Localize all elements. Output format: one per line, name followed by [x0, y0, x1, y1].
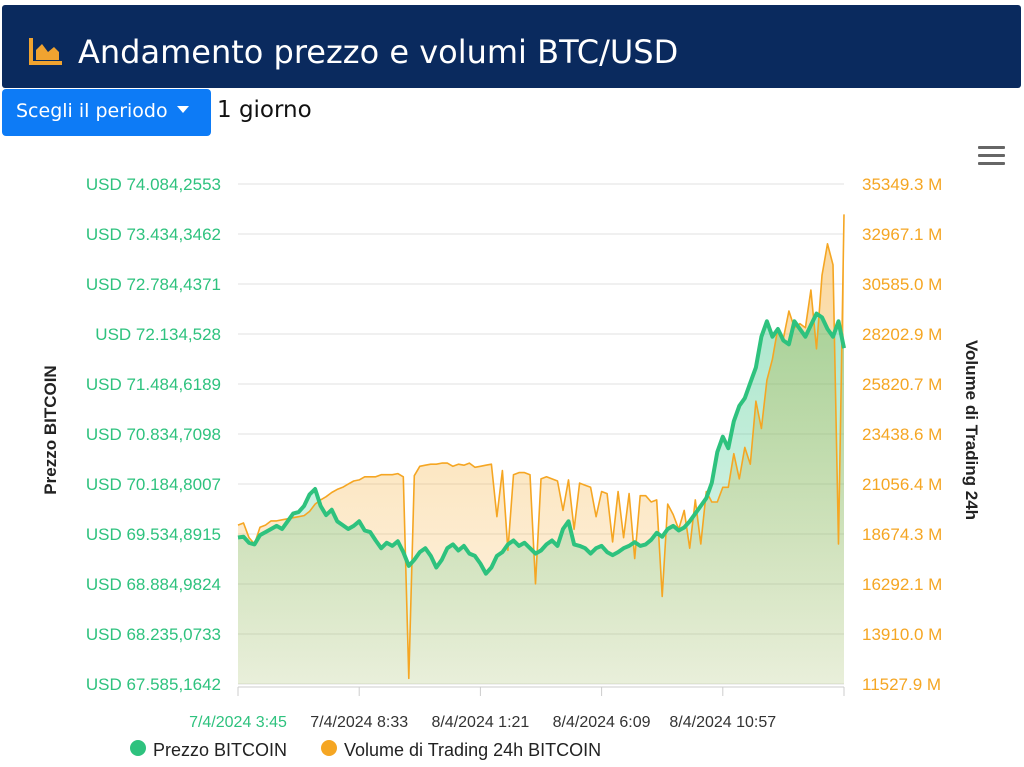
y-tick-left: USD 72.784,4371	[86, 275, 221, 294]
y-tick-right: 25820.7 M	[862, 375, 942, 394]
choose-period-button[interactable]: Scegli il periodo	[2, 89, 211, 136]
y-tick-right: 18674.3 M	[862, 525, 942, 544]
chart-legend: Prezzo BITCOIN Volume di Trading 24h BIT…	[130, 740, 601, 760]
hamburger-menu-icon[interactable]	[978, 146, 1005, 166]
legend-label-price[interactable]: Prezzo BITCOIN	[153, 740, 287, 760]
y-tick-left: USD 68.884,9824	[86, 575, 221, 594]
price-line	[237, 311, 846, 576]
y-tick-left: USD 69.534,8915	[86, 525, 221, 544]
y-axis-label-right: Volume di Trading 24h	[962, 340, 981, 520]
x-tick-label: 8/4/2024 6:09	[553, 714, 651, 731]
y-tick-left: USD 73.434,3462	[86, 225, 221, 244]
y-tick-right: 16292.1 M	[862, 575, 942, 594]
x-tick-label: 7/4/2024 3:45	[189, 714, 287, 731]
y-tick-left: USD 70.184,8007	[86, 475, 221, 494]
caret-down-icon	[176, 106, 189, 113]
y-tick-left: USD 72.134,528	[95, 325, 221, 344]
price-area	[238, 313, 844, 684]
header-bar: Andamento prezzo e volumi BTC/USD	[2, 5, 1021, 88]
y-tick-right: 11527.9 M	[862, 675, 941, 694]
legend-marker-volume	[321, 740, 337, 756]
x-tick-label: 8/4/2024 10:57	[669, 714, 776, 731]
y-tick-right: 13910.0 M	[862, 625, 942, 644]
y-tick-left: USD 74.084,2553	[86, 175, 221, 194]
y-tick-right: 30585.0 M	[862, 275, 942, 294]
legend-label-volume[interactable]: Volume di Trading 24h BITCOIN	[344, 740, 601, 760]
x-tick-label: 8/4/2024 1:21	[431, 714, 529, 731]
selected-period: 1 giorno	[217, 97, 312, 123]
y-tick-left: USD 68.235,0733	[86, 625, 221, 644]
x-tick-label: 7/4/2024 8:33	[310, 714, 408, 731]
y-tick-right: 32967.1 M	[862, 225, 942, 244]
y-tick-left: USD 70.834,7098	[86, 425, 221, 444]
y-tick-left: USD 67.585,1642	[86, 675, 221, 694]
choose-period-label: Scegli il periodo	[16, 100, 168, 122]
y-axis-label-left: Prezzo BITCOIN	[41, 365, 60, 494]
y-tick-left: USD 71.484,6189	[86, 375, 221, 394]
legend-marker-price	[130, 740, 146, 756]
y-tick-right: 35349.3 M	[862, 175, 942, 194]
y-tick-right: 28202.9 M	[862, 325, 942, 344]
area-chart-icon	[29, 38, 62, 65]
y-tick-right: 21056.4 M	[862, 475, 942, 494]
page-title: Andamento prezzo e volumi BTC/USD	[78, 33, 679, 71]
volume-line	[237, 214, 845, 680]
y-tick-right: 23438.6 M	[862, 425, 942, 444]
